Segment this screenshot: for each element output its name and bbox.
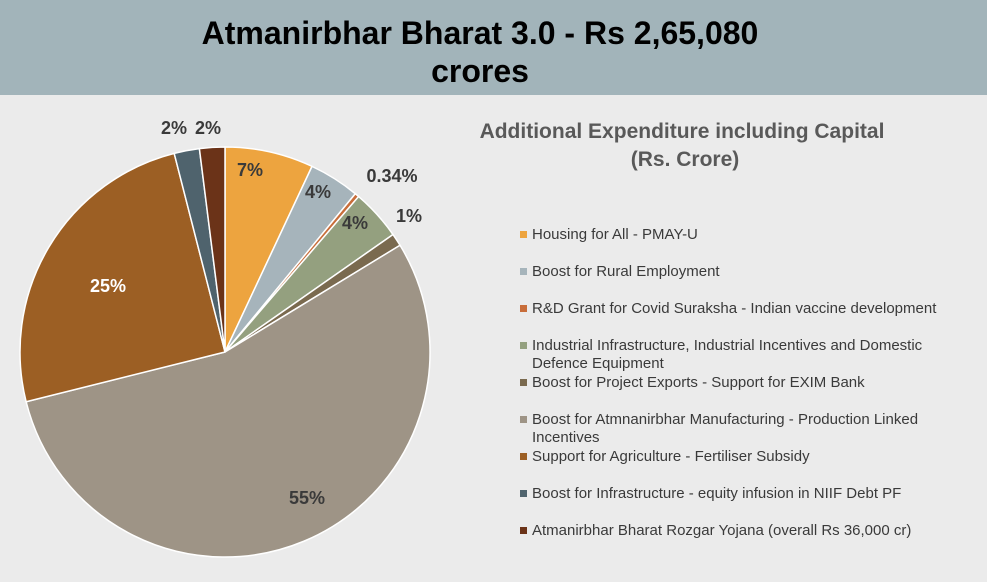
pie-slice-rozgar-yojana (198, 146, 226, 353)
legend-item-project-exports: Boost for Project Exports - Support for … (520, 374, 865, 392)
slice-label-infrastructure: 2% (161, 118, 187, 138)
legend-label: Boost for Rural Employment (532, 263, 720, 280)
slice-label-industrial-infra: 4% (342, 213, 368, 233)
legend-swatch (520, 268, 527, 275)
legend-swatch (520, 305, 527, 312)
legend-swatch (520, 379, 527, 386)
chart-title: Additional Expenditure including Capital (480, 120, 885, 143)
legend-label: Atmanirbhar Bharat Rozgar Yojana (overal… (532, 522, 912, 539)
legend-item-rural-employment: Boost for Rural Employment (520, 263, 720, 281)
pie-slice-manufacturing (25, 244, 431, 558)
header-bar: Atmanirbhar Bharat 3.0 - Rs 2,65,080 cro… (0, 0, 987, 95)
legend-label: Boost for Infrastructure - equity infusi… (532, 485, 902, 502)
legend-swatch (520, 453, 527, 460)
chart-subtitle: (Rs. Crore) (631, 148, 740, 171)
legend-label: Support for Agriculture - Fertiliser Sub… (532, 448, 810, 465)
legend-item-housing: Housing for All - PMAY-U (520, 226, 698, 244)
legend-label: Housing for All - PMAY-U (532, 226, 698, 243)
slice-label-project-exports: 1% (396, 206, 422, 226)
legend-item-infrastructure: Boost for Infrastructure - equity infusi… (520, 485, 901, 503)
legend-swatch (520, 527, 527, 534)
slice-label-rural-employment: 4% (305, 182, 331, 202)
legend-label: Boost for Project Exports - Support for … (532, 374, 865, 391)
legend-swatch (520, 490, 527, 497)
page-title: Atmanirbhar Bharat 3.0 - Rs 2,65,080 cro… (201, 15, 759, 89)
legend-item-rozgar-yojana: Atmanirbhar Bharat Rozgar Yojana (overal… (520, 522, 911, 540)
legend-item-rd-grant: R&D Grant for Covid Suraksha - Indian va… (520, 300, 936, 318)
legend-label: Industrial Infrastructure, Industrial In… (532, 337, 923, 372)
legend-swatch (520, 231, 527, 238)
legend-item-manufacturing: Boost for Atmnanirbhar Manufacturing - P… (520, 411, 980, 447)
slice-label-rd-grant: 0.34% (366, 166, 417, 186)
slice-label-agriculture: 25% (90, 276, 126, 296)
slice-label-housing: 7% (237, 160, 263, 180)
pie-slice-agriculture (19, 152, 226, 403)
legend-label: R&D Grant for Covid Suraksha - Indian va… (532, 300, 937, 317)
legend-label: Boost for Atmnanirbhar Manufacturing - P… (532, 411, 919, 446)
legend-swatch (520, 416, 527, 423)
slice-label-manufacturing: 55% (289, 488, 325, 508)
slice-label-rozgar-yojana: 2% (195, 118, 221, 138)
legend-item-agriculture: Support for Agriculture - Fertiliser Sub… (520, 448, 810, 466)
legend-swatch (520, 342, 527, 349)
legend-item-industrial-infra: Industrial Infrastructure, Industrial In… (520, 337, 980, 373)
